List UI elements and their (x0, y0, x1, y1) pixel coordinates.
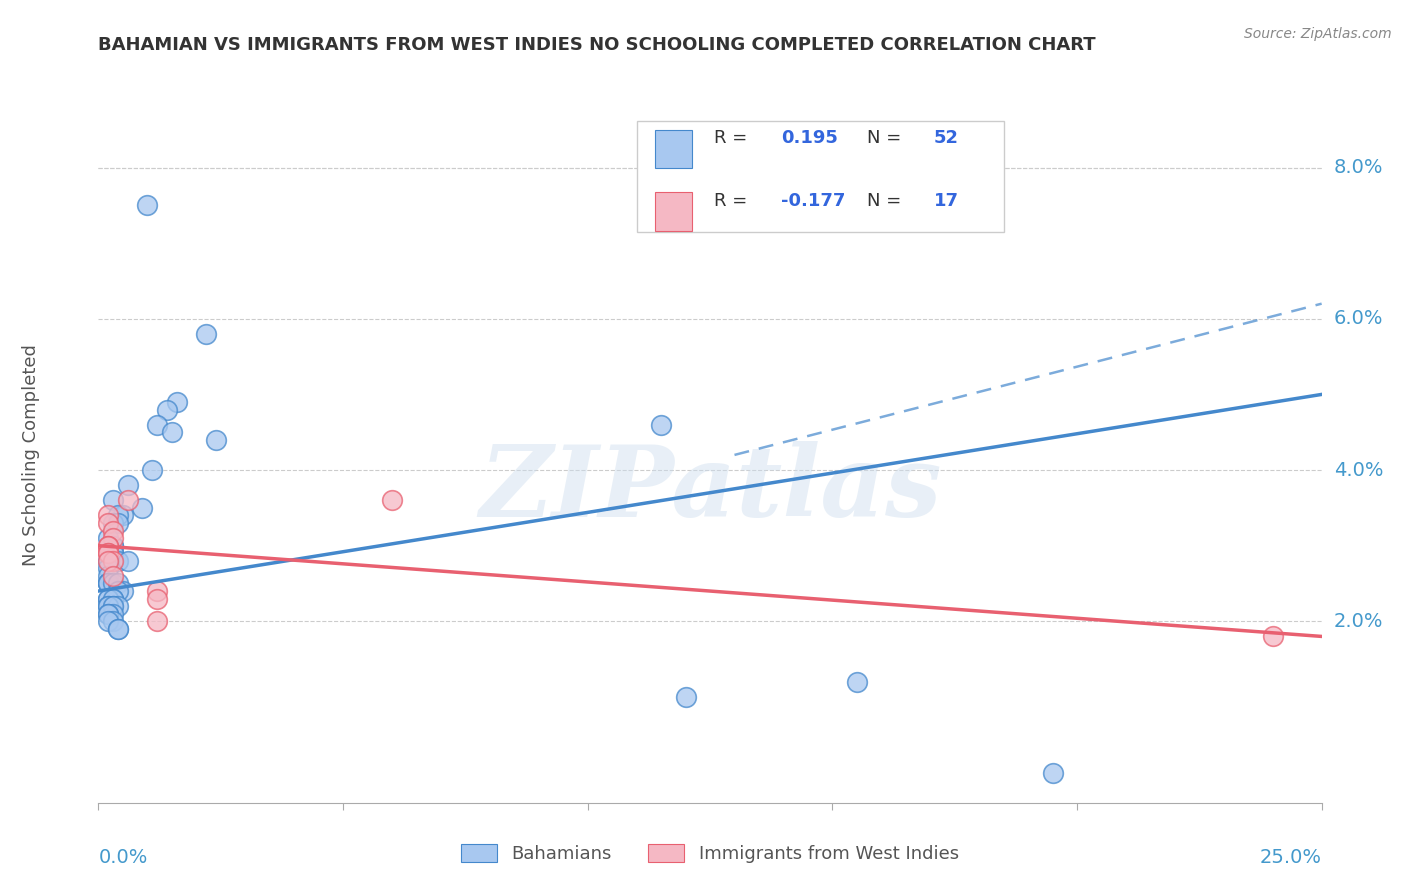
Point (101, 569, 124, 583)
Legend: Bahamians, Immigrants from West Indies: Bahamians, Immigrants from West Indies (454, 837, 966, 871)
Point (101, 576, 124, 591)
Text: R =: R = (714, 129, 752, 147)
Point (97, 599, 120, 614)
Point (1042, 765, 1064, 780)
Point (101, 524, 124, 538)
Point (97, 591, 120, 606)
Point (101, 599, 124, 614)
Point (146, 584, 169, 599)
Point (101, 591, 124, 606)
Point (107, 576, 129, 591)
Point (205, 433, 228, 447)
Text: -0.177: -0.177 (780, 192, 845, 210)
FancyBboxPatch shape (655, 193, 692, 230)
Point (101, 539, 124, 553)
Point (107, 599, 129, 614)
Point (117, 478, 139, 492)
Point (97, 591, 120, 606)
Text: 0.0%: 0.0% (98, 848, 148, 867)
FancyBboxPatch shape (655, 129, 692, 168)
Text: ZIPatlas: ZIPatlas (479, 442, 941, 538)
Point (97, 539, 120, 553)
Point (97, 539, 120, 553)
Point (101, 531, 124, 545)
Point (156, 402, 179, 417)
Point (97, 554, 120, 568)
Point (101, 607, 124, 621)
Point (195, 326, 218, 341)
Point (111, 508, 134, 523)
Point (101, 615, 124, 629)
Text: BAHAMIAN VS IMMIGRANTS FROM WEST INDIES NO SCHOOLING COMPLETED CORRELATION CHART: BAHAMIAN VS IMMIGRANTS FROM WEST INDIES … (98, 36, 1097, 54)
Point (107, 584, 129, 599)
Point (146, 417, 169, 432)
Text: N =: N = (866, 129, 907, 147)
Text: Source: ZipAtlas.com: Source: ZipAtlas.com (1244, 27, 1392, 41)
Point (97, 607, 120, 621)
Point (97, 554, 120, 568)
Point (141, 463, 163, 477)
Text: R =: R = (714, 192, 752, 210)
Point (97, 576, 120, 591)
Point (107, 508, 129, 523)
Point (107, 622, 129, 636)
Text: 4.0%: 4.0% (1334, 460, 1384, 480)
Point (101, 546, 124, 560)
Text: N =: N = (866, 192, 907, 210)
Point (101, 546, 124, 560)
Point (107, 622, 129, 636)
Point (166, 395, 188, 409)
Point (97, 546, 120, 560)
Text: 17: 17 (934, 192, 959, 210)
Point (111, 584, 134, 599)
Point (97, 516, 120, 530)
Text: 52: 52 (934, 129, 959, 147)
Point (101, 516, 124, 530)
Text: 25.0%: 25.0% (1260, 848, 1322, 867)
Point (136, 198, 159, 212)
Point (117, 493, 139, 508)
Text: 8.0%: 8.0% (1334, 158, 1384, 177)
Point (101, 599, 124, 614)
Point (97, 576, 120, 591)
Point (97, 508, 120, 523)
Point (101, 539, 124, 553)
Point (381, 493, 404, 508)
Point (107, 516, 129, 530)
Point (101, 493, 124, 508)
Text: 2.0%: 2.0% (1334, 612, 1384, 631)
Point (101, 591, 124, 606)
Text: No Schooling Completed: No Schooling Completed (22, 344, 41, 566)
Point (160, 425, 183, 440)
Point (97, 607, 120, 621)
Point (97, 561, 120, 575)
Point (146, 615, 169, 629)
Point (845, 674, 868, 689)
Point (675, 690, 697, 704)
Point (97, 546, 120, 560)
Point (1261, 629, 1284, 643)
Text: 6.0%: 6.0% (1334, 310, 1384, 328)
Point (97, 569, 120, 583)
Point (650, 417, 672, 432)
Point (97, 599, 120, 614)
Point (117, 554, 139, 568)
Point (97, 615, 120, 629)
Point (97, 576, 120, 591)
Point (107, 554, 129, 568)
Point (146, 591, 169, 606)
FancyBboxPatch shape (637, 121, 1004, 232)
Text: 0.195: 0.195 (780, 129, 838, 147)
Point (131, 500, 153, 515)
Point (97, 531, 120, 545)
Point (101, 554, 124, 568)
